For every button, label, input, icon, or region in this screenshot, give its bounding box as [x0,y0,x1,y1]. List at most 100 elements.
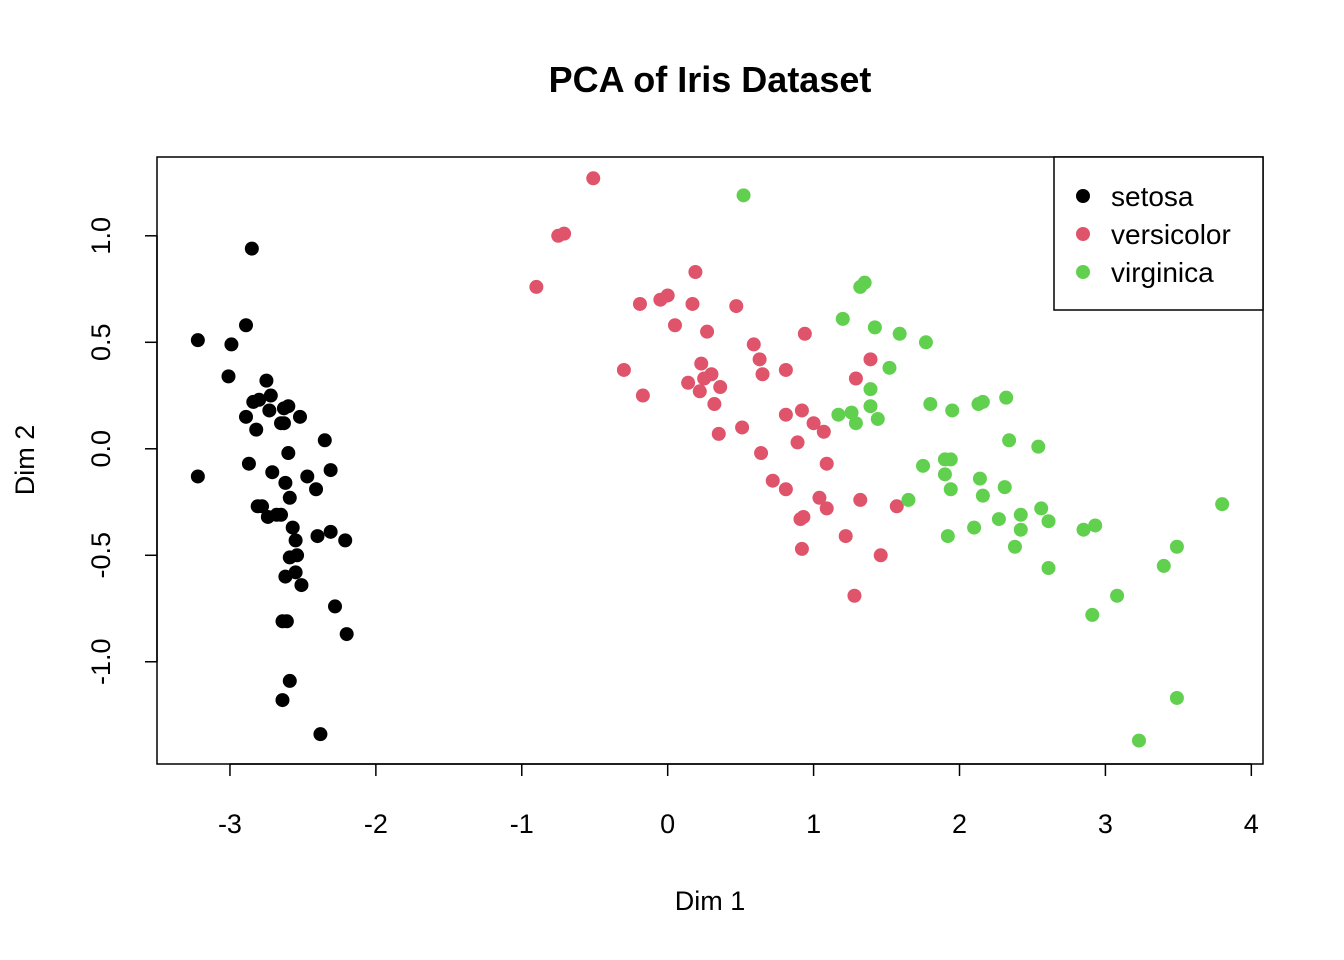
point-setosa [282,673,297,688]
x-axis: -3 -2 -1 0 1 2 3 4 [218,763,1259,839]
point-versicolor [847,588,862,603]
point-setosa [281,446,296,461]
point-versicolor [793,512,808,527]
point-versicolor [735,420,750,435]
point-versicolor [863,352,878,367]
x-tick-label: 1 [806,809,821,839]
x-tick-label: -3 [218,809,242,839]
point-versicolor [707,397,722,412]
point-versicolor [765,473,780,488]
point-versicolor [653,292,668,307]
point-setosa [239,318,254,333]
point-virginica [937,467,952,482]
point-setosa [323,524,338,539]
point-versicolor [794,403,809,418]
point-versicolor [790,435,805,450]
point-versicolor [688,265,703,280]
point-virginica [736,188,751,203]
point-versicolor [700,324,715,339]
point-setosa [279,614,294,629]
point-versicolor [692,384,707,399]
legend-marker-versicolor [1076,227,1090,241]
legend-marker-virginica [1076,265,1090,279]
point-virginica [867,320,882,335]
point-virginica [831,407,846,422]
point-virginica [991,512,1006,527]
point-virginica [1002,433,1017,448]
point-virginica [882,360,897,375]
point-virginica [1131,733,1146,748]
point-setosa [300,469,315,484]
point-virginica [870,411,885,426]
point-virginica [943,482,958,497]
point-virginica [863,382,878,397]
point-versicolor [838,529,853,544]
point-setosa [274,507,289,522]
point-setosa [282,550,297,565]
point-versicolor [746,337,761,352]
point-versicolor [754,446,769,461]
point-versicolor [873,548,888,563]
point-versicolor [812,490,827,505]
x-tick-label: 0 [660,809,675,839]
point-versicolor [755,367,770,382]
x-tick-label: 4 [1244,809,1259,839]
point-setosa [288,533,303,548]
point-virginica [940,529,955,544]
y-axis: -1.0 -0.5 0.0 0.5 1.0 [86,217,158,685]
point-virginica [901,492,916,507]
chart-title: PCA of Iris Dataset [549,59,872,100]
point-setosa [275,693,290,708]
point-virginica [1085,607,1100,622]
point-versicolor [697,371,712,386]
point-setosa [221,369,236,384]
point-setosa [224,337,239,352]
x-tick-label: 2 [952,809,967,839]
point-versicolor [853,492,868,507]
point-virginica [1169,539,1184,554]
point-virginica [1110,588,1125,603]
point-virginica [918,335,933,350]
point-setosa [262,403,277,418]
point-versicolor [632,296,647,311]
point-versicolor [586,171,601,186]
point-setosa [328,599,343,614]
y-tick-label: 0.5 [86,324,116,362]
x-tick-label: -2 [364,809,388,839]
point-virginica [1041,561,1056,576]
point-setosa [244,241,259,256]
point-virginica [1076,522,1091,537]
point-virginica [1031,439,1046,454]
point-virginica [967,520,982,535]
point-virginica [892,326,907,341]
point-virginica [1169,690,1184,705]
point-setosa [338,533,353,548]
y-tick-label: 1.0 [86,217,116,255]
point-versicolor [616,362,631,377]
point-setosa [309,482,324,497]
point-setosa [276,401,291,416]
point-virginica [1034,501,1049,516]
point-setosa [282,490,297,505]
legend-label-setosa: setosa [1111,181,1194,212]
point-virginica [971,397,986,412]
point-setosa [265,465,280,480]
point-virginica [844,405,859,420]
y-tick-label: 0.0 [86,430,116,468]
point-setosa [323,463,338,478]
point-versicolor [694,356,709,371]
point-versicolor [713,380,728,395]
point-setosa [285,520,300,535]
point-versicolor [848,371,863,386]
point-versicolor [729,299,744,314]
legend-marker-setosa [1076,189,1090,203]
point-setosa [310,529,325,544]
point-versicolor [819,501,834,516]
point-virginica [945,403,960,418]
point-virginica [1041,514,1056,529]
point-virginica [923,397,938,412]
point-versicolor [819,456,834,471]
legend-label-virginica: virginica [1111,257,1214,288]
point-setosa [249,422,264,437]
